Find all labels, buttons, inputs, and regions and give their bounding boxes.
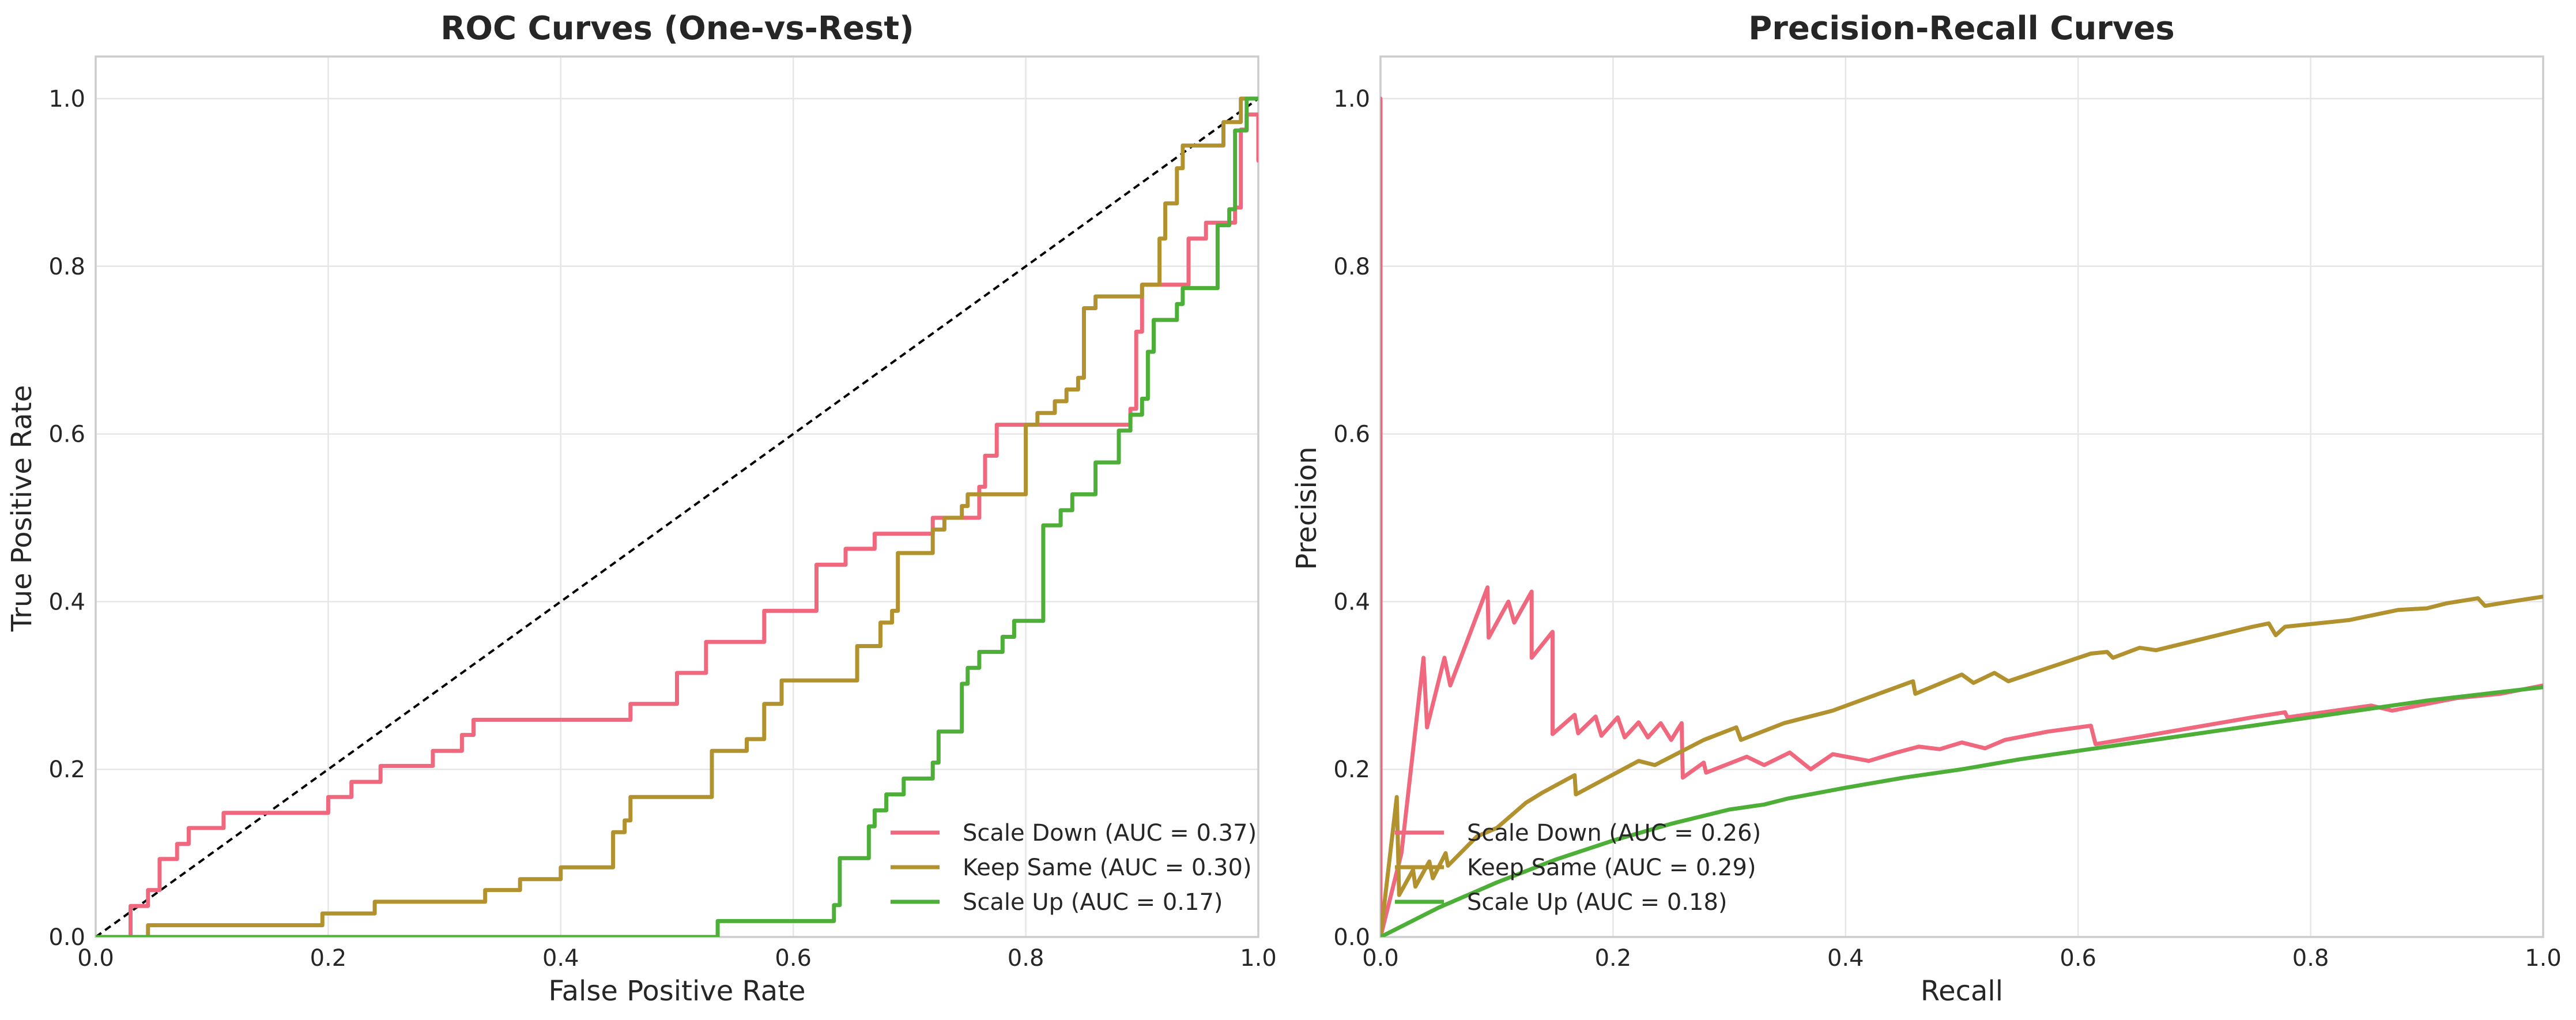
x-tick-label: 0.0	[1362, 945, 1399, 972]
legend: Scale Down (AUC = 0.37) Keep Same (AUC = …	[891, 820, 1257, 916]
x-tick-label: 0.4	[1827, 945, 1864, 972]
chart-title: ROC Curves (One-vs-Rest)	[440, 10, 914, 47]
series-group	[96, 96, 1258, 937]
series-line-scale-up	[1381, 685, 2543, 937]
x-tick-label: 0.6	[775, 945, 812, 972]
y-tick-label: 0.4	[1333, 589, 1370, 615]
chart-title: Precision-Recall Curves	[1748, 10, 2175, 47]
x-tick-label: 0.8	[1008, 945, 1044, 972]
x-tick-label: 1.0	[1240, 945, 1277, 972]
legend-label: Scale Down (AUC = 0.37)	[963, 820, 1257, 846]
y-tick-label: 0.2	[48, 756, 85, 783]
y-axis-label: Precision	[1291, 446, 1323, 570]
x-tick-label: 0.8	[2292, 945, 2329, 972]
y-tick-label: 0.8	[1333, 254, 1370, 280]
series-line-keep-same	[96, 96, 1258, 937]
x-axis-label: Recall	[1921, 975, 2003, 1007]
legend-label: Keep Same (AUC = 0.30)	[963, 855, 1252, 881]
y-tick-label: 1.0	[48, 86, 85, 112]
y-tick-label: 0.0	[1333, 924, 1370, 951]
legend-label: Scale Down (AUC = 0.26)	[1467, 820, 1761, 846]
legend: Scale Down (AUC = 0.26) Keep Same (AUC = …	[1395, 820, 1761, 916]
series-line-scale-down	[1381, 96, 2543, 937]
roc-panel: 0.0 0.2 0.4 0.6 0.8 1.0 0.0 0.2 0.4 0.6 0.8 1.0 ROC …	[6, 10, 1277, 1007]
x-tick-label: 0.2	[1595, 945, 1632, 972]
x-tick-label: 1.0	[2525, 945, 2562, 972]
plot-frame	[95, 55, 1259, 938]
x-tick-label: 0.0	[77, 945, 114, 972]
plot-frame	[1379, 55, 2544, 938]
y-tick-label: 0.6	[1333, 421, 1370, 448]
y-tick-label: 1.0	[1333, 86, 1370, 112]
x-tick-label: 0.4	[542, 945, 579, 972]
pr-panel: 0.0 0.2 0.4 0.6 0.8 1.0 0.0 0.2 0.4 0.6 0.8 1.0 Prec…	[1291, 10, 2562, 1007]
y-tick-label: 0.0	[48, 924, 85, 951]
diagonal-reference-line	[96, 97, 1258, 937]
x-axis-label: False Positive Rate	[548, 975, 805, 1007]
y-tick-label: 0.4	[48, 589, 85, 615]
legend-label: Keep Same (AUC = 0.29)	[1467, 855, 1756, 881]
legend-label: Scale Up (AUC = 0.17)	[963, 889, 1223, 916]
y-tick-label: 0.2	[1333, 756, 1370, 783]
x-tick-label: 0.6	[2060, 945, 2096, 972]
legend-label: Scale Up (AUC = 0.18)	[1467, 889, 1728, 916]
series-group	[1381, 96, 2543, 937]
series-line-keep-same	[1381, 594, 2543, 937]
y-tick-label: 0.6	[48, 421, 85, 448]
y-tick-label: 0.8	[48, 254, 85, 280]
y-axis-label: True Positive Rate	[6, 385, 38, 633]
x-tick-label: 0.2	[310, 945, 347, 972]
series-line-scale-down	[96, 112, 1258, 937]
series-line-scale-up	[96, 96, 1258, 937]
